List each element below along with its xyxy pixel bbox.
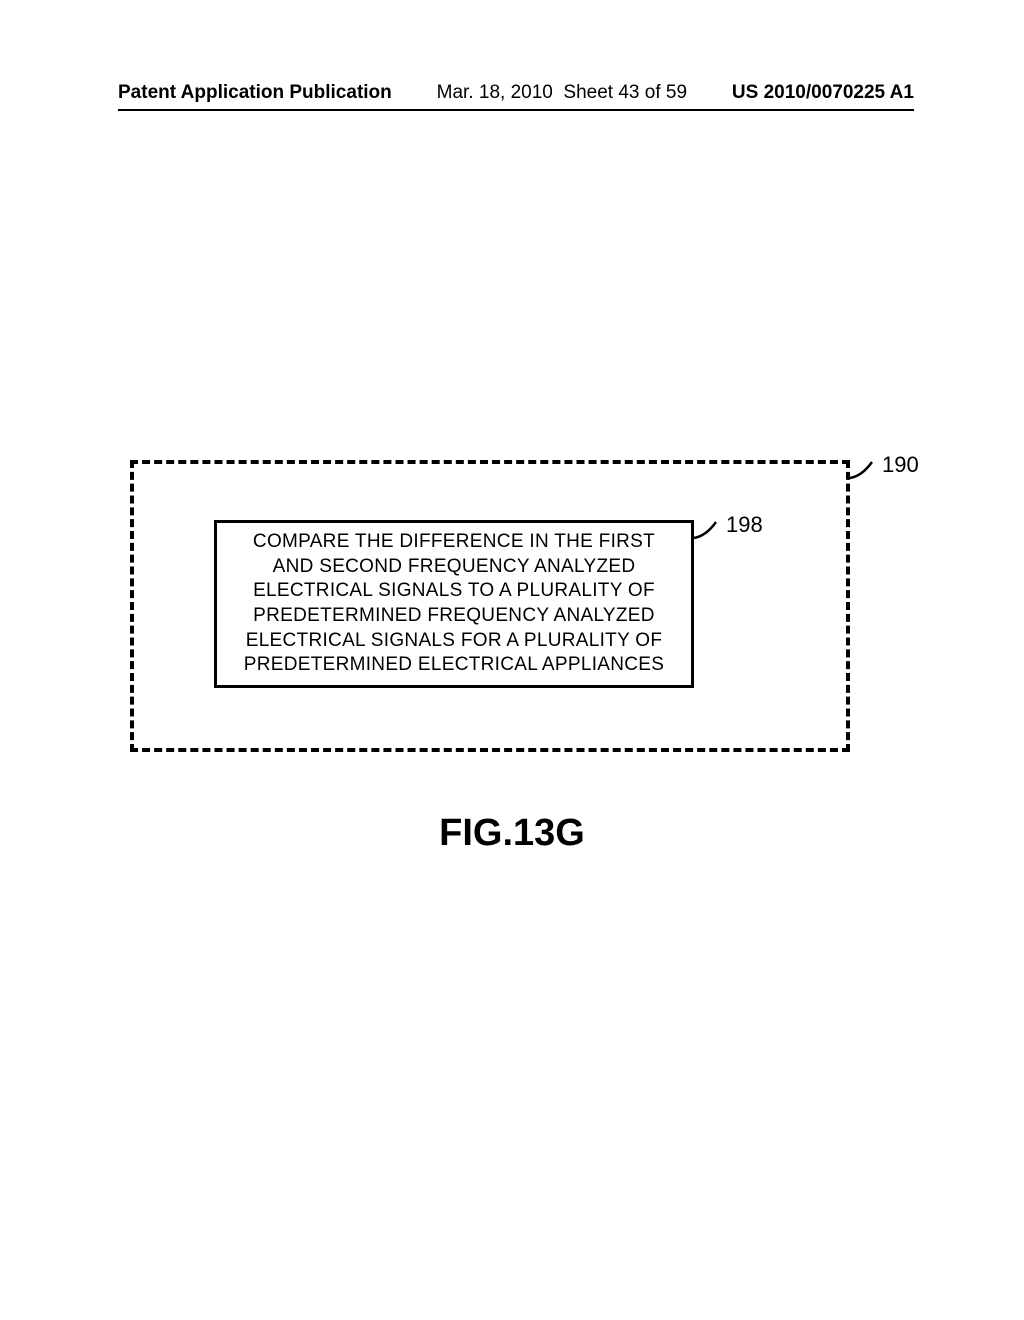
- header-date: Mar. 18, 2010: [437, 82, 553, 103]
- callout-198: 198: [692, 514, 728, 542]
- flowchart-step-text: COMPARE THE DIFFERENCE IN THE FIRST AND …: [235, 530, 673, 678]
- figure-label: FIG.13G: [0, 812, 1024, 855]
- header-pubnumber: US 2010/0070225 A1: [732, 82, 914, 104]
- leader-line-icon: [692, 514, 728, 542]
- header-sheet: Sheet 43 of 59: [563, 82, 687, 103]
- page-header: Patent Application Publication Mar. 18, …: [118, 82, 914, 111]
- flowchart-step-box: COMPARE THE DIFFERENCE IN THE FIRST AND …: [214, 520, 694, 688]
- header-publication: Patent Application Publication: [118, 82, 392, 104]
- callout-label-190: 190: [882, 452, 919, 478]
- callout-190: 190: [848, 454, 884, 482]
- diagram-area: COMPARE THE DIFFERENCE IN THE FIRST AND …: [130, 460, 890, 770]
- header-date-sheet: Mar. 18, 2010 Sheet 43 of 59: [437, 82, 687, 104]
- callout-label-198: 198: [726, 512, 763, 538]
- leader-line-icon: [848, 454, 884, 482]
